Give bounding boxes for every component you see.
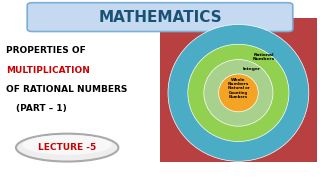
Ellipse shape [22,135,112,155]
Text: MATHEMATICS: MATHEMATICS [98,10,222,25]
Text: LECTURE -5: LECTURE -5 [38,143,96,152]
Text: MULTIPLICATION: MULTIPLICATION [6,66,90,75]
Ellipse shape [16,134,118,162]
Ellipse shape [204,60,273,126]
Ellipse shape [188,44,289,141]
Text: Whole
Numbers: Whole Numbers [228,78,249,86]
Text: PROPERTIES OF: PROPERTIES OF [6,46,86,55]
Text: Natural or
Counting
Numbers: Natural or Counting Numbers [228,86,249,100]
Text: Rational
Numbers: Rational Numbers [253,53,275,61]
Ellipse shape [168,24,309,161]
Text: Integer: Integer [242,68,260,71]
Text: OF RATIONAL NUMBERS: OF RATIONAL NUMBERS [6,86,128,94]
Text: (PART – 1): (PART – 1) [16,103,67,112]
FancyBboxPatch shape [27,3,293,31]
Ellipse shape [219,74,258,112]
FancyBboxPatch shape [160,18,317,162]
